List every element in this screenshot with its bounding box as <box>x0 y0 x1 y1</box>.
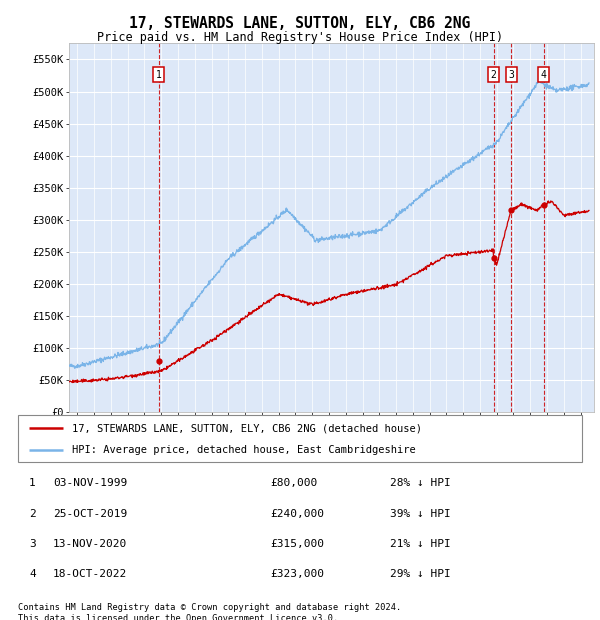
Text: 3: 3 <box>29 539 36 549</box>
Text: 29% ↓ HPI: 29% ↓ HPI <box>390 569 451 580</box>
Text: 21% ↓ HPI: 21% ↓ HPI <box>390 539 451 549</box>
Text: 13-NOV-2020: 13-NOV-2020 <box>53 539 127 549</box>
Text: 39% ↓ HPI: 39% ↓ HPI <box>390 508 451 519</box>
Text: 1: 1 <box>29 478 36 489</box>
Text: 3: 3 <box>508 70 514 80</box>
Text: 4: 4 <box>541 70 547 80</box>
Text: 1: 1 <box>155 70 161 80</box>
Text: 4: 4 <box>29 569 36 580</box>
Text: 17, STEWARDS LANE, SUTTON, ELY, CB6 2NG (detached house): 17, STEWARDS LANE, SUTTON, ELY, CB6 2NG … <box>71 423 422 433</box>
Text: Contains HM Land Registry data © Crown copyright and database right 2024.: Contains HM Land Registry data © Crown c… <box>18 603 401 612</box>
Text: Price paid vs. HM Land Registry's House Price Index (HPI): Price paid vs. HM Land Registry's House … <box>97 31 503 44</box>
Text: £315,000: £315,000 <box>270 539 324 549</box>
Text: £323,000: £323,000 <box>270 569 324 580</box>
Text: 25-OCT-2019: 25-OCT-2019 <box>53 508 127 519</box>
Text: 28% ↓ HPI: 28% ↓ HPI <box>390 478 451 489</box>
Text: £240,000: £240,000 <box>270 508 324 519</box>
Text: £80,000: £80,000 <box>270 478 317 489</box>
FancyBboxPatch shape <box>18 415 582 462</box>
Text: 2: 2 <box>491 70 496 80</box>
Text: 18-OCT-2022: 18-OCT-2022 <box>53 569 127 580</box>
Text: 17, STEWARDS LANE, SUTTON, ELY, CB6 2NG: 17, STEWARDS LANE, SUTTON, ELY, CB6 2NG <box>130 16 470 30</box>
Text: HPI: Average price, detached house, East Cambridgeshire: HPI: Average price, detached house, East… <box>71 445 415 455</box>
Text: This data is licensed under the Open Government Licence v3.0.: This data is licensed under the Open Gov… <box>18 614 338 620</box>
Text: 03-NOV-1999: 03-NOV-1999 <box>53 478 127 489</box>
Text: 2: 2 <box>29 508 36 519</box>
